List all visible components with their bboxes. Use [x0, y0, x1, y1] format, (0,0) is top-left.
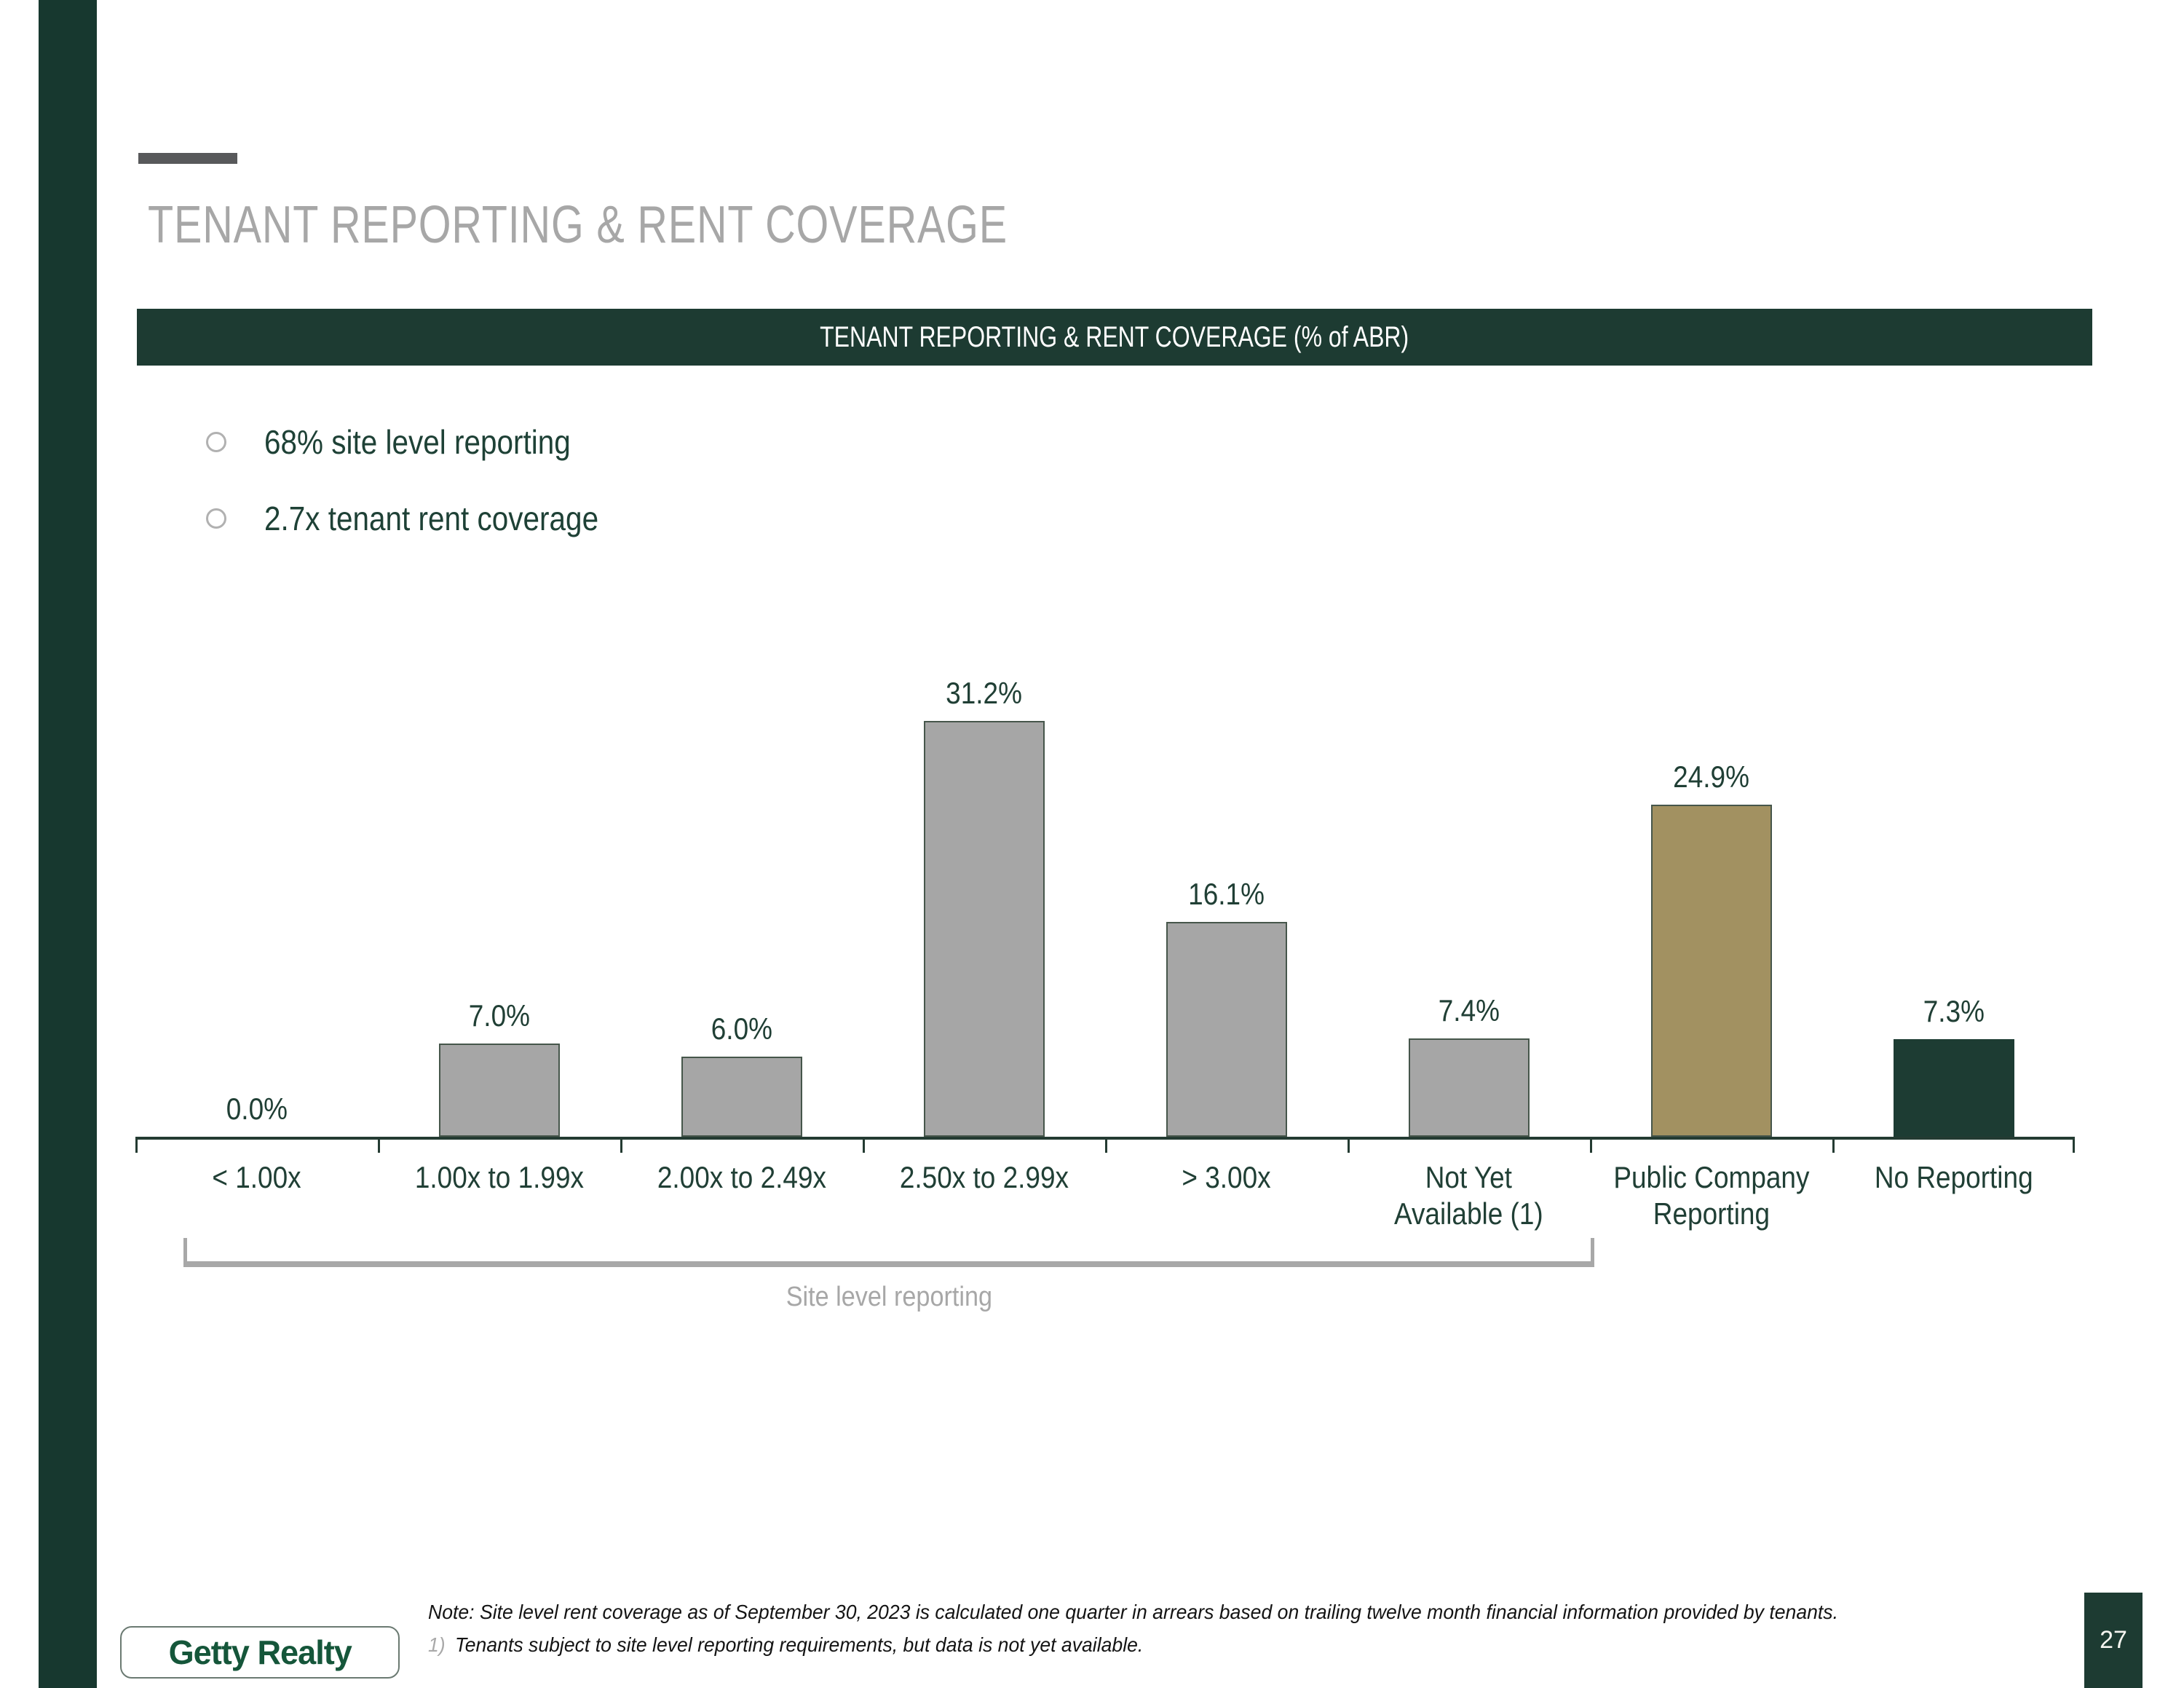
category-label-3: 2.50x to 2.99x: [899, 1160, 1069, 1194]
footnote-marker: 1): [428, 1633, 446, 1656]
page-number-badge: 27: [2084, 1593, 2143, 1688]
axis-tick: [2073, 1138, 2075, 1153]
category-label-2: 2.00x to 2.49x: [657, 1160, 826, 1194]
bullet-circle-icon: [206, 432, 226, 452]
axis-tick: [378, 1138, 380, 1153]
site-level-bracket-right-cap: [1591, 1238, 1594, 1267]
category-label-6: Public Company Reporting: [1613, 1160, 1810, 1231]
axis-tick: [1105, 1138, 1107, 1153]
category-label-1: 1.00x to 1.99x: [414, 1160, 584, 1194]
bar-value-label-0: 0.0%: [226, 1092, 288, 1126]
category-label-4: > 3.00x: [1182, 1160, 1271, 1194]
category-label-0: < 1.00x: [212, 1160, 301, 1194]
site-level-bracket-left-cap: [183, 1238, 187, 1267]
bar-7: [1893, 1039, 2014, 1137]
bar-3: [923, 721, 1045, 1137]
chart-header-banner: TENANT REPORTING & RENT COVERAGE (% of A…: [137, 309, 2092, 366]
bar-1: [438, 1044, 560, 1137]
axis-tick: [1348, 1138, 1350, 1153]
bullet-label: 2.7x tenant rent coverage: [264, 500, 599, 537]
page-title: TENANT REPORTING & RENT COVERAGE: [148, 196, 1008, 254]
title-accent-dash: [138, 153, 237, 164]
footnote-note: Note: Site level rent coverage as of Sep…: [428, 1601, 1839, 1623]
page-number: 27: [2100, 1626, 2127, 1654]
bar-value-label-1: 7.0%: [468, 998, 530, 1033]
axis-tick: [863, 1138, 865, 1153]
left-edge-accent-bar: [39, 0, 97, 1688]
bar-2: [681, 1057, 802, 1137]
axis-tick: [1832, 1138, 1835, 1153]
axis-tick: [620, 1138, 622, 1153]
category-label-5: Not Yet Available (1): [1394, 1160, 1543, 1231]
bar-5: [1408, 1038, 1530, 1137]
bar-6: [1650, 805, 1772, 1137]
footnote-text: Tenants subject to site level reporting …: [454, 1633, 1144, 1656]
chart-header-title: TENANT REPORTING & RENT COVERAGE (% of A…: [820, 320, 1409, 353]
bar-value-label-6: 24.9%: [1673, 760, 1749, 794]
getty-realty-logo: Getty Realty: [120, 1626, 400, 1679]
site-level-bracket: [183, 1261, 1594, 1267]
bullet-item-site-level: 68% site level reporting: [206, 422, 612, 462]
bar-4: [1166, 922, 1287, 1137]
logo-text: Getty Realty: [168, 1633, 352, 1671]
bullet-item-rent-coverage: 2.7x tenant rent coverage: [206, 499, 644, 538]
bar-value-label-4: 16.1%: [1188, 877, 1265, 911]
axis-tick: [135, 1138, 138, 1153]
bar-value-label-7: 7.3%: [1923, 994, 1985, 1028]
bar-value-label-3: 31.2%: [946, 676, 1022, 710]
axis-tick: [1590, 1138, 1592, 1153]
bar-value-label-5: 7.4%: [1438, 993, 1500, 1028]
category-label-7: No Reporting: [1874, 1160, 2033, 1194]
bullet-label: 68% site level reporting: [264, 423, 571, 461]
footnote-item-1: 1) Tenants subject to site level reportin…: [428, 1633, 1181, 1657]
bar-value-label-2: 6.0%: [711, 1011, 772, 1046]
bracket-group-label: Site level reporting: [786, 1282, 992, 1312]
bar-chart-rent-coverage: Site level reporting 0.0% < 1.00x 7.0% 1.00…: [135, 676, 2075, 1312]
bullet-circle-icon: [206, 508, 226, 529]
